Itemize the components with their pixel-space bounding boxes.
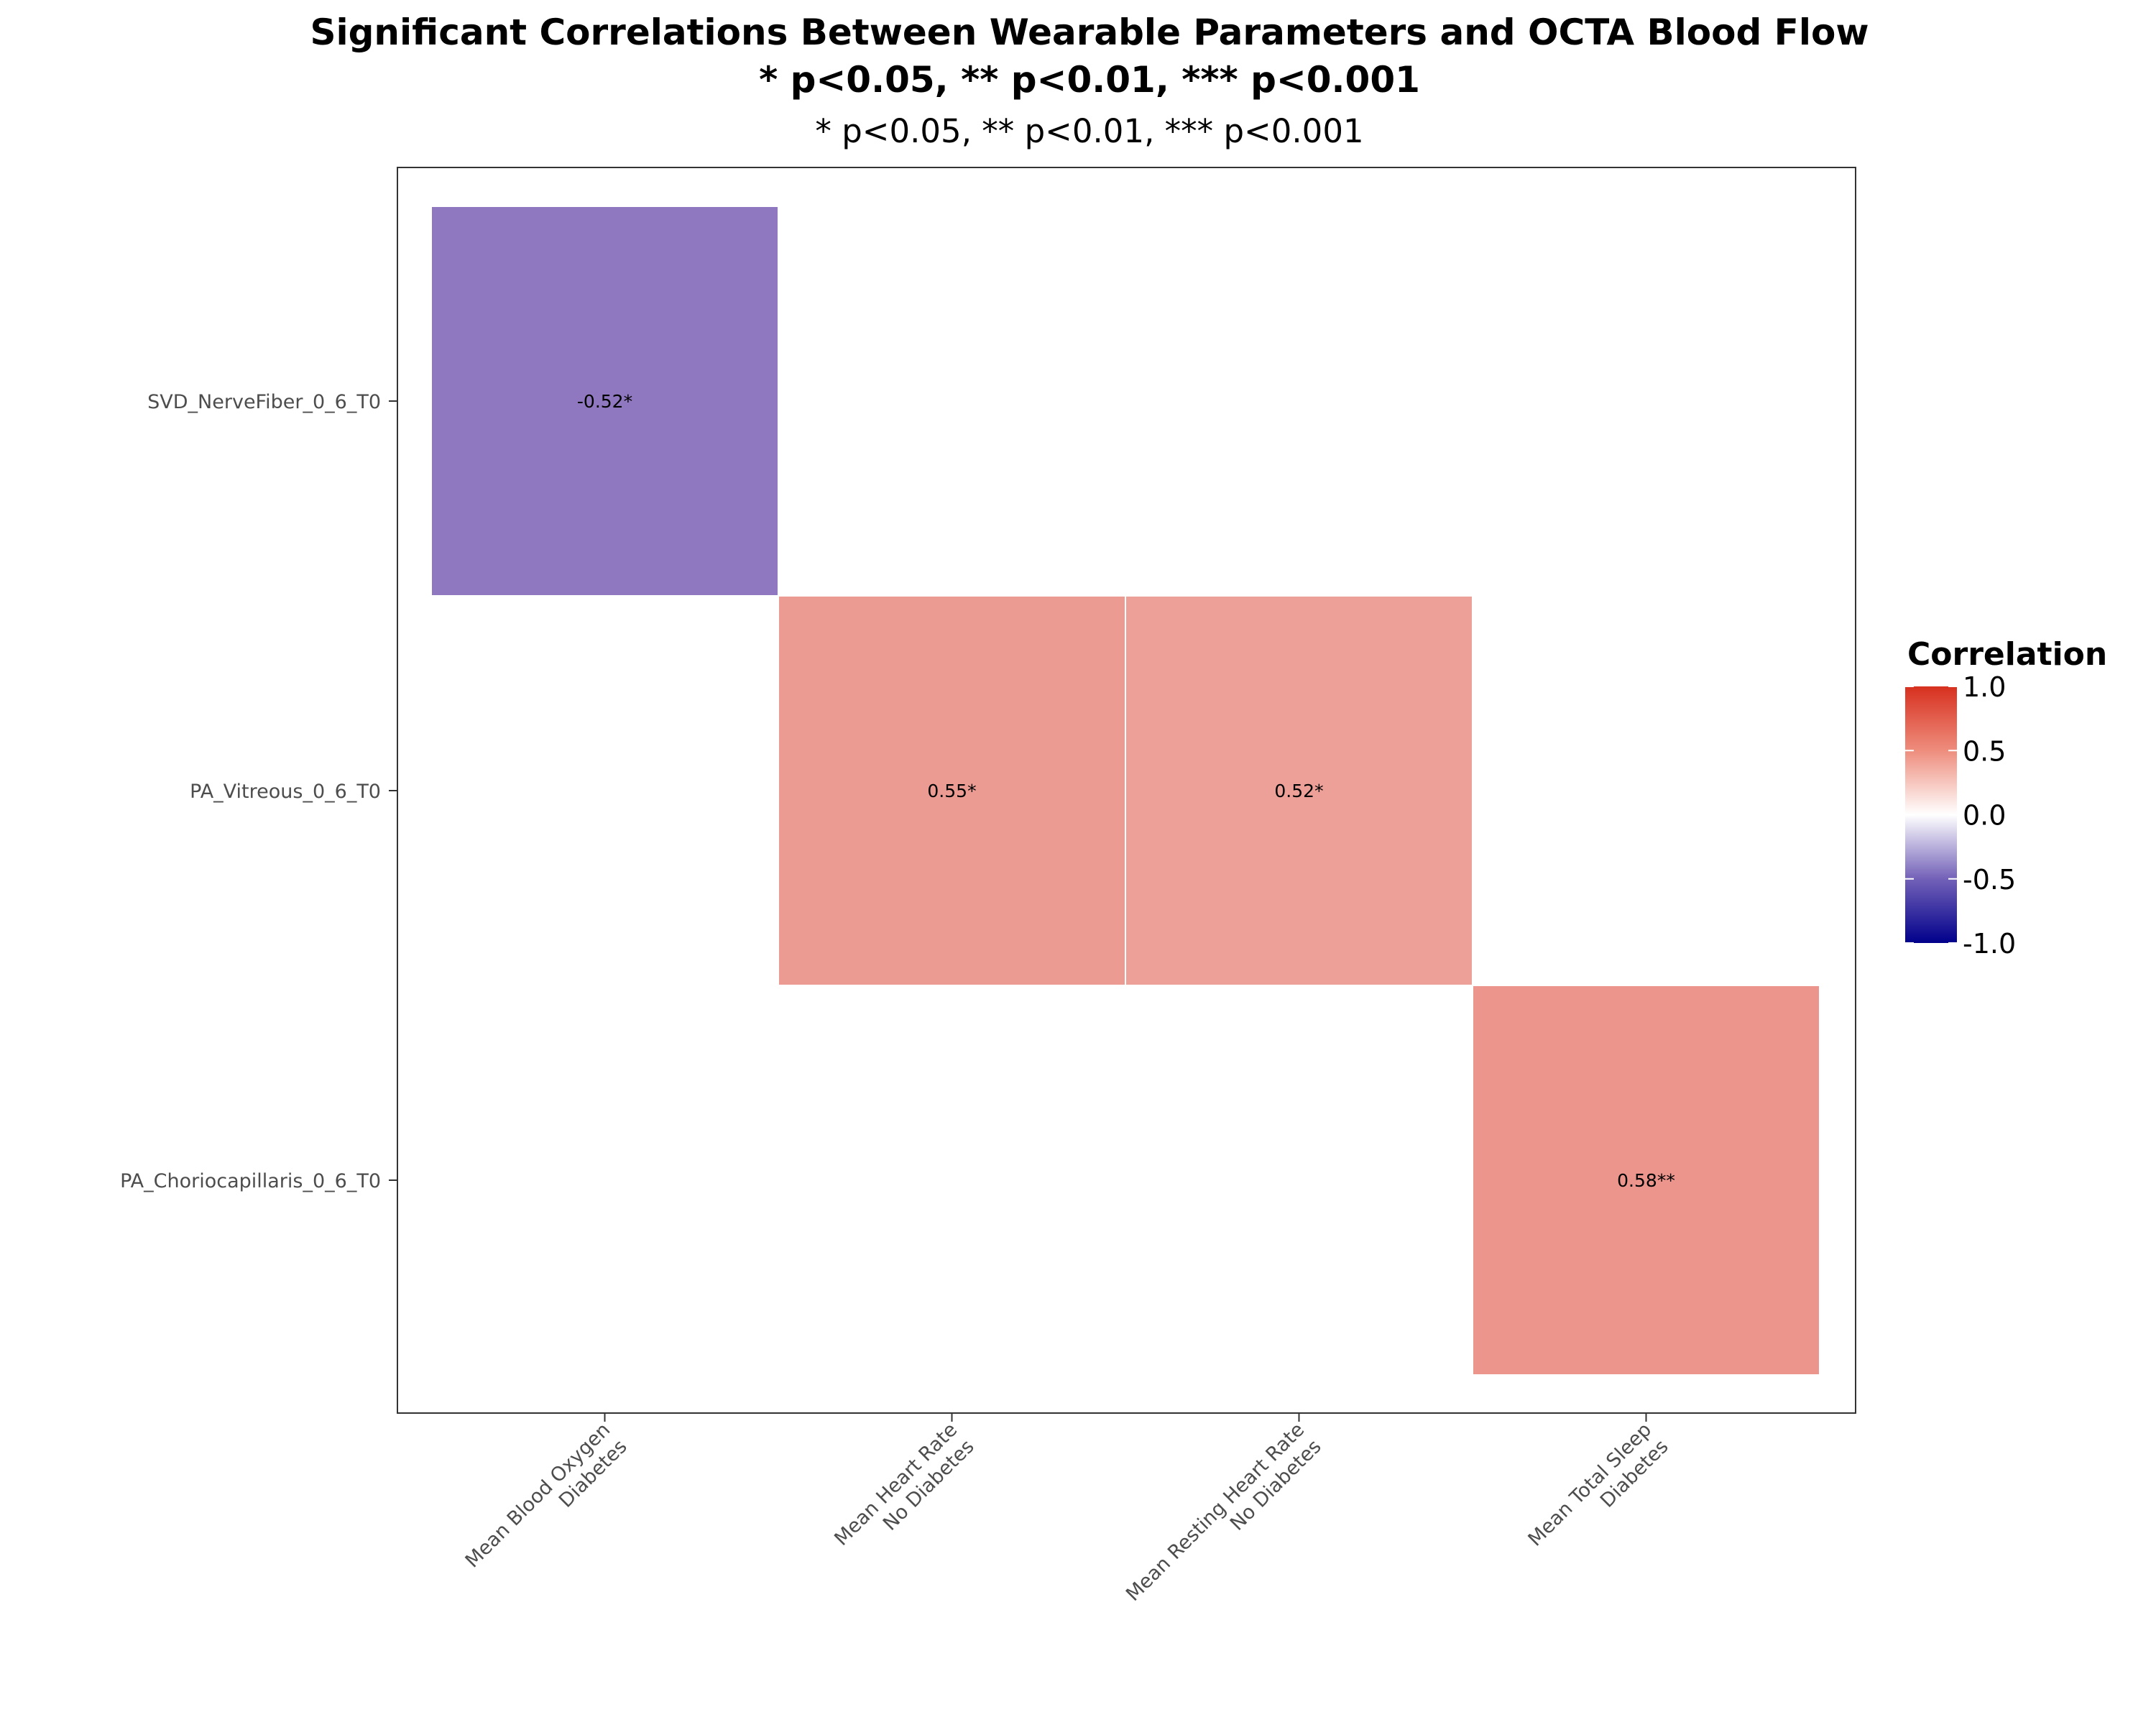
cell-value-label: 0.58** — [1617, 1170, 1675, 1191]
cell-value-label: -0.52* — [577, 391, 632, 412]
y-tick-label: SVD_NerveFiber_0_6_T0 — [147, 391, 381, 413]
cell-value-label: 0.55* — [927, 781, 976, 801]
x-tick-label-line: Mean Resting Heart Rate — [1122, 1419, 1309, 1606]
legend-tick-label: 0.5 — [1963, 735, 2006, 767]
chart-subtitle: * p<0.05, ** p<0.01, *** p<0.001 — [815, 112, 1363, 150]
legend-tick-label: 1.0 — [1963, 671, 2006, 703]
y-tick-label: PA_Vitreous_0_6_T0 — [190, 781, 381, 803]
legend-ticks: 1.0 0.5 0.0 -0.5 -1.0 — [1905, 671, 2016, 960]
legend: Correlation 1.0 0.5 0.0 -0.5 -1.0 — [1905, 636, 2107, 960]
heatmap-cells: -0.52* 0.55* 0.52* 0.58** — [430, 206, 1820, 1376]
y-axis: SVD_NerveFiber_0_6_T0 PA_Vitreous_0_6_T0 P… — [120, 391, 397, 1192]
legend-tick-label: -1.0 — [1963, 928, 2016, 960]
chart-title-line2: * p<0.05, ** p<0.01, *** p<0.001 — [759, 59, 1420, 101]
cell-value-label: 0.52* — [1274, 781, 1323, 801]
heatmap-cell — [1125, 595, 1473, 986]
legend-title: Correlation — [1907, 636, 2107, 673]
legend-tick-label: -0.5 — [1963, 864, 2016, 896]
legend-tick-label: 0.0 — [1963, 800, 2006, 832]
chart-title: Significant Correlations Between Wearabl… — [310, 12, 1869, 53]
y-tick-label: PA_Choriocapillaris_0_6_T0 — [120, 1170, 381, 1192]
heatmap-cell — [430, 206, 779, 597]
heatmap-cell — [1472, 985, 1820, 1376]
x-tick-label-line: Mean Blood Oxygen — [461, 1419, 615, 1573]
heatmap-cell — [778, 595, 1126, 986]
